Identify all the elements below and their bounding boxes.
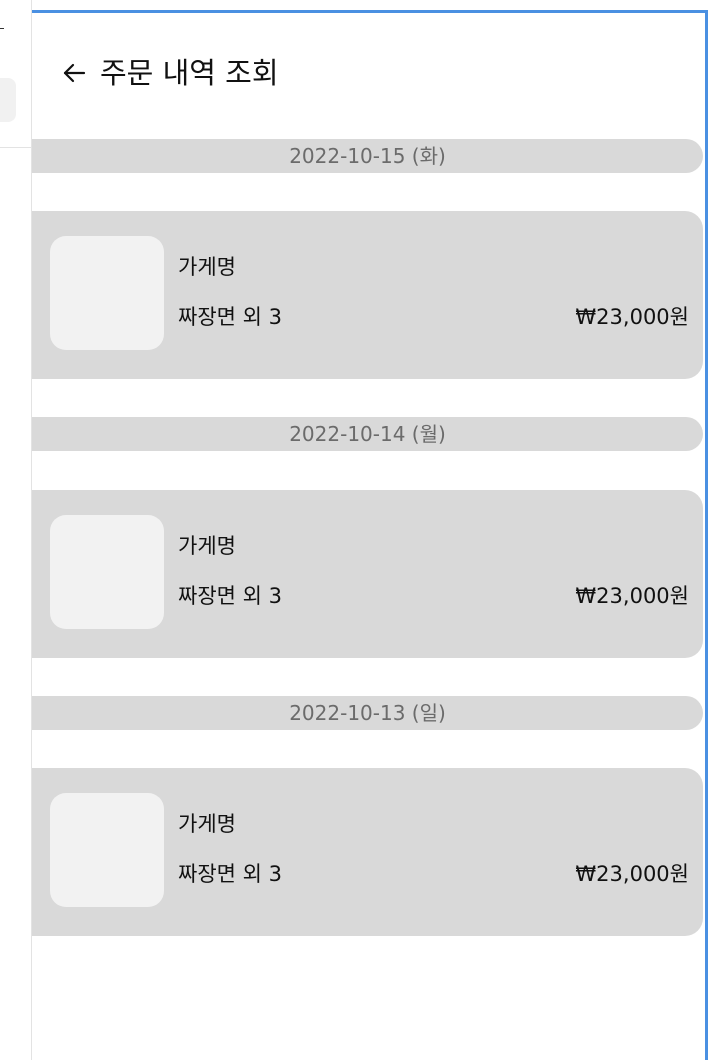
- menu-summary: 짜장면 외 3: [178, 862, 282, 886]
- order-card[interactable]: 가게명 짜장면 외 3 ₩23,000원: [32, 768, 703, 936]
- menu-summary: 짜장면 외 3: [178, 305, 282, 329]
- order-price: ₩23,000원: [575, 862, 689, 886]
- store-thumbnail: [50, 515, 164, 629]
- store-thumbnail: [50, 236, 164, 350]
- order-history-screen: 주문 내역 조회 2022-10-15 (화) 가게명 짜장면 외 3 ₩23,…: [32, 10, 708, 1060]
- background-panel: [0, 0, 32, 1060]
- panel-edge-mark: [0, 28, 4, 29]
- date-header: 2022-10-13 (일): [32, 696, 703, 730]
- store-name: 가게명: [178, 534, 236, 558]
- page-title: 주문 내역 조회: [100, 56, 279, 90]
- page-header: 주문 내역 조회: [32, 13, 705, 133]
- order-card[interactable]: 가게명 짜장면 외 3 ₩23,000원: [32, 490, 703, 658]
- panel-divider: [0, 147, 32, 148]
- date-header: 2022-10-15 (화): [32, 139, 703, 173]
- store-thumbnail: [50, 793, 164, 907]
- store-name: 가게명: [178, 255, 236, 279]
- back-button[interactable]: [62, 53, 88, 93]
- order-price: ₩23,000원: [575, 305, 689, 329]
- date-header: 2022-10-14 (월): [32, 417, 703, 451]
- store-name: 가게명: [178, 812, 236, 836]
- menu-summary: 짜장면 외 3: [178, 584, 282, 608]
- background-input-edge: [0, 78, 16, 122]
- order-price: ₩23,000원: [575, 584, 689, 608]
- order-card[interactable]: 가게명 짜장면 외 3 ₩23,000원: [32, 211, 703, 379]
- arrow-left-icon: [62, 61, 88, 85]
